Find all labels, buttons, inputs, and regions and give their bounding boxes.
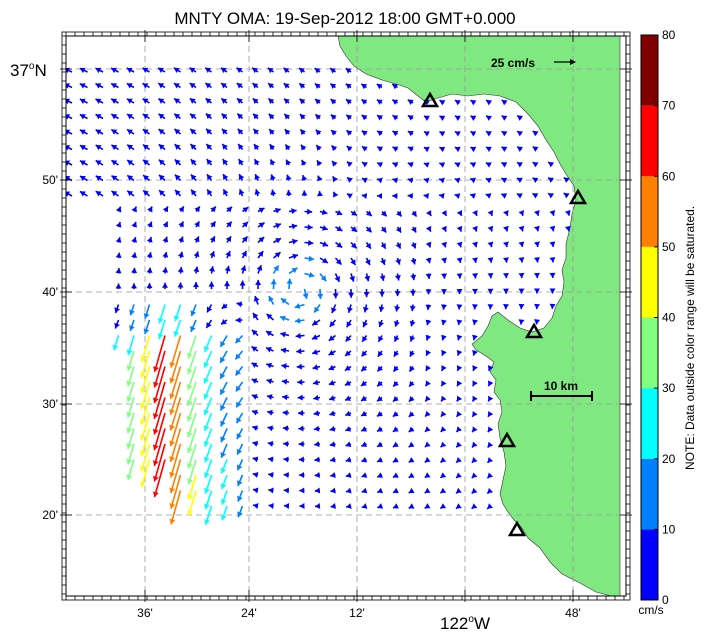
colorbar-segment	[641, 176, 658, 247]
map-title: MNTY OMA: 19-Sep-2012 18:00 GMT+0.000	[174, 9, 515, 28]
lon-label-122w-hemi: W	[474, 614, 490, 633]
lat-label-37n-deg: 37	[10, 61, 29, 80]
colorbar-tick-label: 70	[662, 99, 676, 113]
colorbar-tick-label: 80	[662, 28, 676, 42]
colorbar-segment	[641, 388, 658, 459]
colorbar-note: NOTE: Data outside color range will be s…	[683, 206, 697, 470]
colorbar-segment	[641, 35, 658, 106]
lat-label-20: 20'	[42, 508, 58, 522]
lon-label-48: 48'	[565, 606, 581, 620]
lon-label-12: 12'	[349, 606, 365, 620]
colorbar-segment	[641, 247, 658, 318]
colorbar-segment	[641, 529, 658, 600]
colorbar-segment	[641, 318, 658, 389]
lat-label-37n: 37oN	[10, 61, 47, 80]
lat-label-37n-hemi: N	[34, 61, 46, 80]
lon-label-36: 36'	[137, 606, 153, 620]
colorbar-tick-label: 40	[662, 311, 676, 325]
colorbar-tick-label: 50	[662, 240, 676, 254]
scale-bar-label: 10 km	[544, 379, 578, 393]
colorbar-tick-label: 20	[662, 452, 676, 466]
lat-label-50: 50'	[42, 173, 58, 187]
lon-label-122w: 122oW	[440, 614, 490, 633]
scale-vector-label: 25 cm/s	[491, 56, 535, 70]
colorbar-unit: cm/s	[638, 603, 663, 617]
colorbar-segment	[641, 459, 658, 530]
lon-label-24: 24'	[241, 606, 257, 620]
colorbar-segment	[641, 106, 658, 177]
colorbar-tick-label: 60	[662, 169, 676, 183]
colorbar-tick-label: 10	[662, 522, 676, 536]
lat-label-40: 40'	[42, 285, 58, 299]
lat-label-30: 30'	[42, 397, 58, 411]
colorbar-tick-label: 30	[662, 381, 676, 395]
lon-label-122w-deg: 122	[440, 614, 468, 633]
